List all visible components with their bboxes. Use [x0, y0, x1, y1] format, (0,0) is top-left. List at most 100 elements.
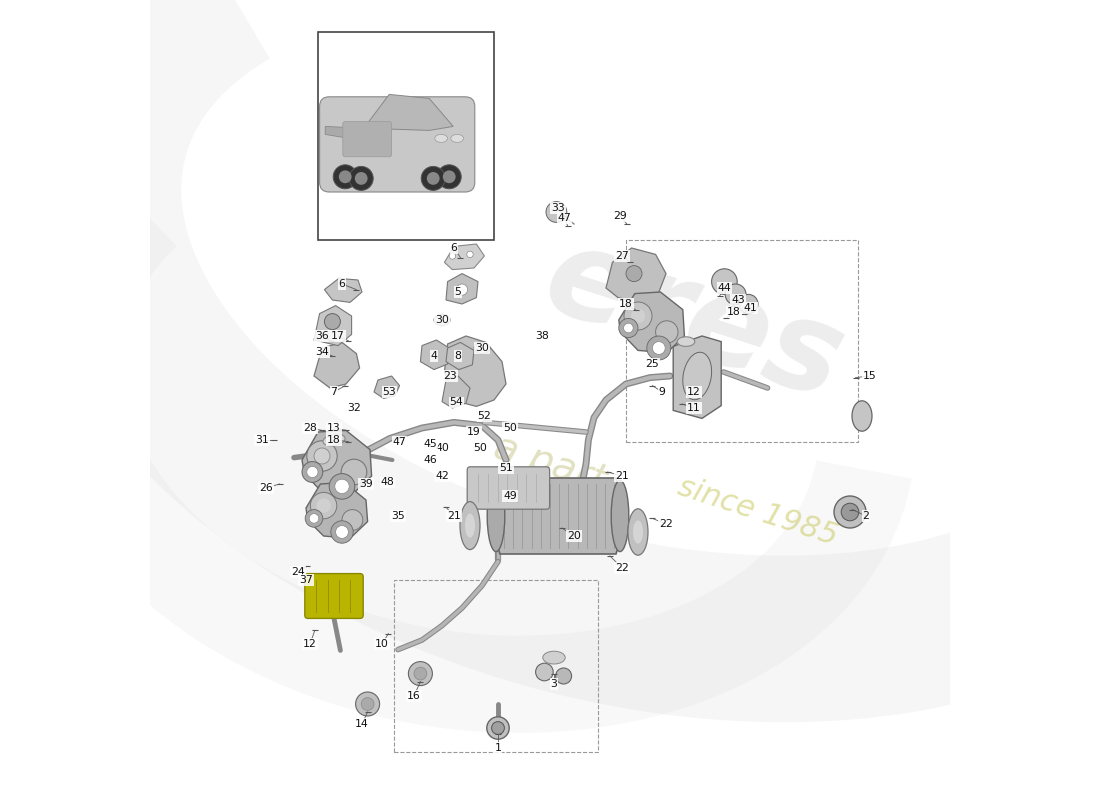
Ellipse shape [349, 166, 373, 190]
Text: 34: 34 [315, 347, 329, 357]
Polygon shape [324, 278, 362, 302]
Polygon shape [444, 336, 506, 406]
Text: 35: 35 [392, 511, 405, 521]
Text: 22: 22 [659, 519, 673, 529]
Text: 6: 6 [451, 243, 458, 253]
Ellipse shape [556, 668, 572, 684]
Text: 8: 8 [454, 351, 461, 361]
Polygon shape [306, 482, 367, 538]
Ellipse shape [474, 342, 490, 354]
Ellipse shape [487, 717, 509, 739]
Ellipse shape [712, 269, 737, 294]
Ellipse shape [307, 441, 338, 471]
Ellipse shape [852, 401, 872, 431]
Text: 18: 18 [727, 307, 741, 317]
FancyBboxPatch shape [468, 467, 550, 509]
Ellipse shape [434, 134, 448, 142]
FancyBboxPatch shape [343, 122, 392, 157]
Text: 50: 50 [473, 443, 487, 453]
Circle shape [626, 266, 642, 282]
Ellipse shape [739, 294, 758, 314]
Text: 32: 32 [348, 403, 361, 413]
Text: 22: 22 [615, 563, 629, 573]
Ellipse shape [333, 165, 358, 189]
Circle shape [414, 667, 427, 680]
Text: 19: 19 [468, 427, 481, 437]
Circle shape [652, 342, 666, 354]
Ellipse shape [632, 520, 644, 544]
Text: 45: 45 [424, 439, 437, 449]
Circle shape [309, 514, 319, 523]
Text: 37: 37 [299, 575, 312, 585]
Text: 29: 29 [614, 211, 627, 221]
Text: 27: 27 [615, 251, 629, 261]
Text: 5: 5 [454, 287, 461, 297]
Text: 9: 9 [659, 387, 666, 397]
Ellipse shape [678, 337, 695, 346]
Text: a part: a part [490, 428, 610, 500]
Text: 31: 31 [255, 435, 268, 445]
Polygon shape [446, 342, 474, 370]
Text: 25: 25 [646, 359, 659, 369]
Ellipse shape [683, 352, 712, 400]
Text: 47: 47 [393, 437, 407, 446]
Circle shape [331, 521, 353, 543]
Circle shape [355, 692, 380, 716]
Text: 43: 43 [732, 295, 745, 305]
Polygon shape [442, 376, 470, 408]
Text: 3: 3 [551, 679, 558, 689]
Text: 49: 49 [503, 491, 517, 501]
Ellipse shape [434, 314, 450, 326]
Circle shape [456, 284, 468, 295]
Text: 50: 50 [503, 423, 517, 433]
Text: 11: 11 [688, 403, 701, 413]
Text: 47: 47 [558, 214, 571, 223]
Text: 12: 12 [688, 387, 701, 397]
Text: 21: 21 [615, 471, 629, 481]
Circle shape [546, 202, 566, 222]
Ellipse shape [542, 651, 565, 664]
Ellipse shape [443, 170, 455, 183]
Ellipse shape [492, 722, 505, 734]
Circle shape [302, 462, 322, 482]
Ellipse shape [656, 321, 678, 343]
Text: 48: 48 [381, 478, 395, 487]
Polygon shape [374, 376, 399, 398]
Text: 7: 7 [331, 387, 338, 397]
Circle shape [624, 323, 634, 333]
Polygon shape [673, 336, 722, 418]
Ellipse shape [317, 498, 331, 513]
Ellipse shape [624, 302, 652, 330]
Polygon shape [314, 306, 352, 346]
Text: 30: 30 [436, 315, 449, 325]
Circle shape [408, 662, 432, 686]
Text: 36: 36 [315, 331, 329, 341]
Ellipse shape [421, 166, 446, 190]
Circle shape [449, 253, 455, 259]
Text: 33: 33 [551, 203, 565, 213]
Text: 54: 54 [450, 398, 463, 407]
Polygon shape [420, 340, 449, 370]
Circle shape [305, 510, 322, 527]
Text: 18: 18 [327, 435, 341, 445]
FancyBboxPatch shape [320, 97, 475, 192]
Text: 10: 10 [375, 639, 389, 649]
Text: since 1985: since 1985 [674, 473, 842, 551]
Ellipse shape [451, 134, 463, 142]
Text: 30: 30 [475, 343, 488, 353]
Ellipse shape [314, 448, 330, 464]
Text: 1: 1 [495, 743, 502, 753]
Text: 16: 16 [407, 691, 421, 701]
Ellipse shape [310, 493, 337, 519]
Circle shape [336, 526, 349, 538]
Circle shape [334, 479, 349, 494]
Ellipse shape [842, 503, 859, 521]
Circle shape [361, 698, 374, 710]
Circle shape [329, 474, 355, 499]
Ellipse shape [630, 309, 646, 323]
Bar [318, 32, 494, 240]
Ellipse shape [339, 170, 352, 183]
Text: 4: 4 [430, 351, 438, 361]
Polygon shape [314, 342, 360, 388]
Text: 21: 21 [447, 511, 461, 521]
